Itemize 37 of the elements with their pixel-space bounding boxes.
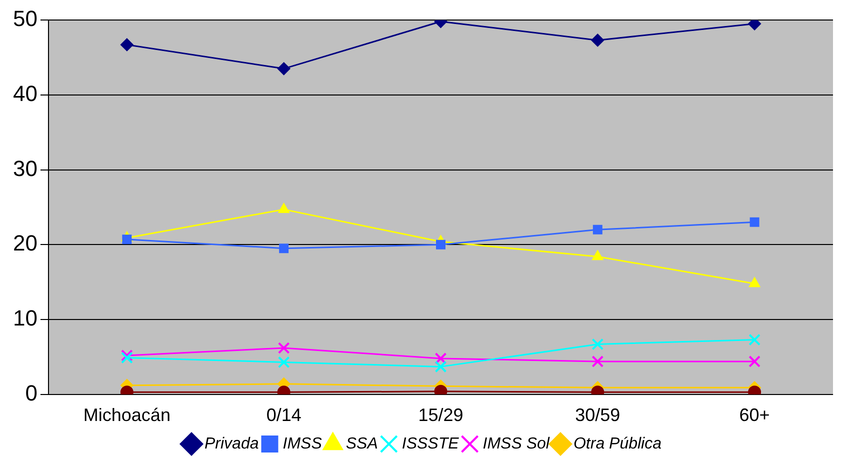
x-tick-label: 30/59: [575, 405, 620, 426]
legend-label: IMSS: [282, 435, 322, 452]
y-tick-label: 40: [12, 80, 38, 106]
point: [748, 334, 760, 346]
point: [120, 350, 133, 362]
point: [436, 240, 446, 250]
legend-label: SSA: [346, 435, 378, 452]
x-tick-label: Michoacán: [83, 405, 170, 426]
point: [592, 250, 604, 260]
point: [592, 338, 604, 350]
x-tick-label: 0/14: [266, 405, 302, 426]
y-tick-label: 50: [12, 6, 38, 32]
point: [434, 360, 447, 373]
point: [592, 356, 604, 368]
point: [122, 234, 132, 244]
y-tick-label: 10: [12, 306, 38, 331]
point: [591, 34, 604, 47]
point: [592, 224, 602, 234]
x-tick-label: 15/29: [418, 405, 464, 426]
point: [750, 217, 760, 227]
x-tick-label: 60+: [739, 405, 770, 426]
y-tick-label: 0: [25, 380, 38, 406]
point: [434, 352, 447, 364]
point: [748, 356, 760, 368]
legend-label: Privada: [204, 435, 259, 452]
point: [278, 342, 290, 354]
point: [120, 38, 134, 52]
point: [748, 277, 760, 288]
point: [278, 356, 290, 368]
legend-label: Otra Pública: [573, 435, 662, 452]
legend-label: IMSS Sol: [482, 435, 550, 452]
point: [279, 244, 289, 254]
y-tick-label: 30: [12, 156, 38, 181]
y-tick-label: 20: [12, 230, 38, 256]
point: [120, 352, 133, 364]
legend-label: ISSSTE: [402, 435, 460, 452]
point: [277, 62, 290, 76]
